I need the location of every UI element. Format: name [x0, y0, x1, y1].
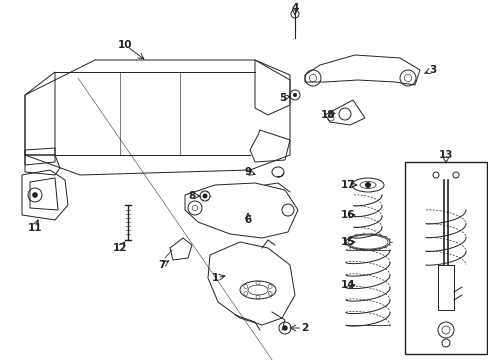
Bar [437, 265, 453, 310]
Text: 3: 3 [428, 65, 436, 75]
Text: 4: 4 [291, 3, 298, 13]
Text: 17: 17 [340, 180, 355, 190]
Bar [404, 162, 486, 354]
Text: 16: 16 [340, 210, 354, 220]
Text: 5: 5 [279, 93, 286, 103]
Circle shape [364, 182, 370, 188]
Circle shape [32, 192, 38, 198]
Text: 8: 8 [188, 191, 195, 201]
Text: 1: 1 [211, 273, 218, 283]
Circle shape [282, 325, 287, 331]
Circle shape [202, 194, 207, 198]
Text: 10: 10 [118, 40, 132, 50]
Circle shape [292, 93, 296, 97]
Text: 2: 2 [301, 323, 308, 333]
Text: 15: 15 [340, 237, 354, 247]
Text: 13: 13 [438, 150, 452, 160]
Text: 6: 6 [244, 215, 251, 225]
Text: 11: 11 [28, 223, 42, 233]
Text: 9: 9 [244, 167, 251, 177]
Text: 7: 7 [158, 260, 165, 270]
Text: 14: 14 [340, 280, 355, 290]
Text: 18: 18 [320, 110, 335, 120]
Text: 12: 12 [113, 243, 127, 253]
